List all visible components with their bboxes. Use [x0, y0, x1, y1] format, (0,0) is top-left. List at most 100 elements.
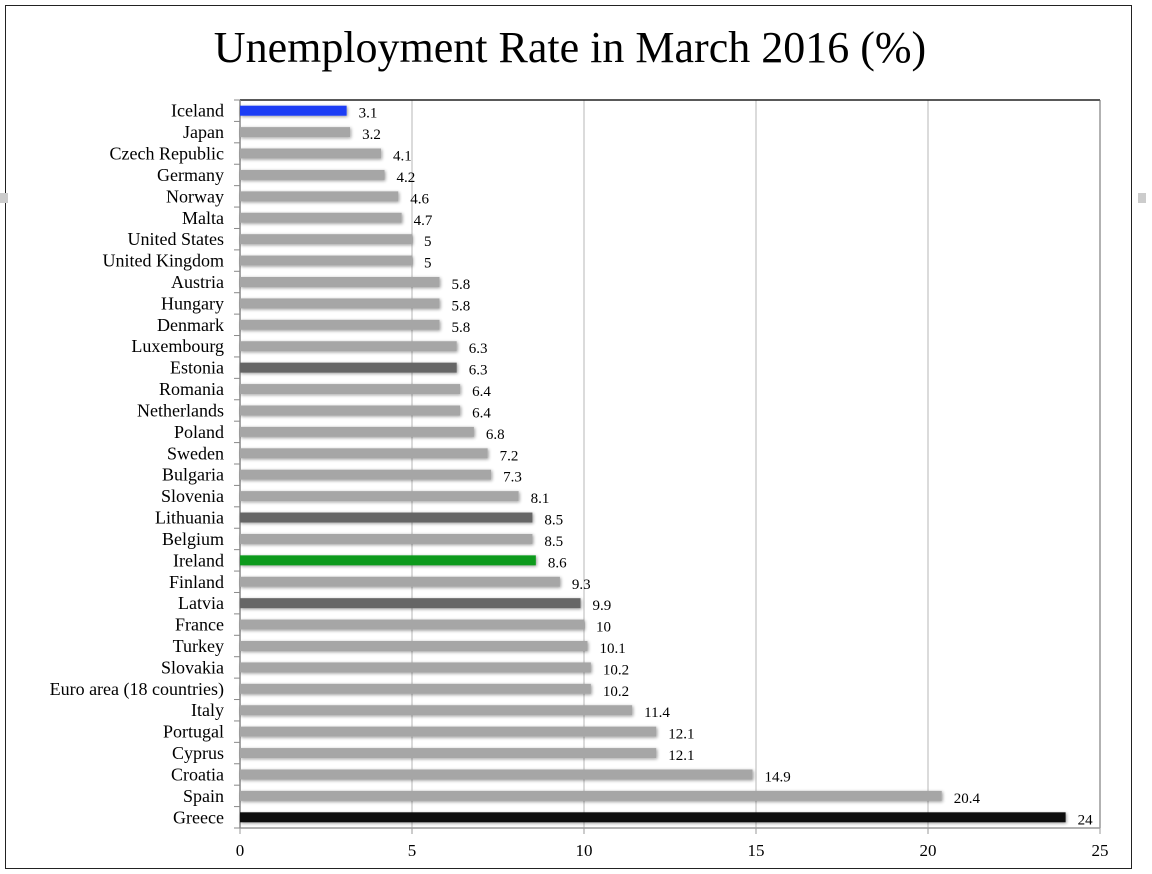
bar-italy — [240, 705, 633, 716]
data-label: 12.1 — [668, 727, 694, 743]
category-label: Netherlands — [137, 400, 224, 420]
data-label: 4.2 — [396, 170, 415, 186]
category-label: Sweden — [167, 443, 224, 463]
category-label: Romania — [159, 379, 224, 399]
bar-luxembourg — [240, 341, 457, 352]
bar-belgium — [240, 533, 533, 544]
data-label: 6.8 — [486, 427, 505, 443]
category-label: Cyprus — [172, 743, 224, 763]
category-label: Ireland — [173, 550, 224, 570]
chart-frame — [5, 5, 1132, 869]
bar-sweden — [240, 448, 488, 459]
x-tick-label: 15 — [748, 841, 765, 860]
category-label: Slovakia — [161, 657, 224, 677]
data-label: 24 — [1078, 812, 1094, 828]
category-label: Greece — [173, 807, 224, 827]
bar-poland — [240, 426, 474, 437]
chart-title: Unemployment Rate in March 2016 (%) — [213, 23, 927, 72]
data-label: 10.1 — [599, 641, 625, 657]
bar-hungary — [240, 298, 440, 309]
data-label: 8.5 — [544, 513, 563, 529]
category-label: Portugal — [163, 722, 224, 742]
data-label: 4.6 — [410, 191, 429, 207]
bar-germany — [240, 169, 385, 180]
data-label: 7.3 — [503, 470, 522, 486]
data-label: 6.3 — [469, 341, 488, 357]
x-tick-label: 20 — [920, 841, 937, 860]
bar-japan — [240, 127, 351, 138]
category-label: Bulgaria — [162, 465, 224, 485]
data-label: 5 — [424, 234, 432, 250]
category-label: Croatia — [171, 764, 224, 784]
x-tick-label: 10 — [576, 841, 593, 860]
data-label: 9.3 — [572, 577, 591, 593]
data-label: 10.2 — [603, 662, 629, 678]
data-label: 3.1 — [359, 106, 378, 122]
bar-estonia — [240, 362, 457, 373]
x-tick-label: 25 — [1092, 841, 1109, 860]
bar-greece — [240, 812, 1066, 823]
bar-united-kingdom — [240, 255, 412, 266]
bar-cyprus — [240, 748, 657, 759]
category-label: Euro area (18 countries) — [50, 679, 224, 700]
bar-norway — [240, 191, 399, 202]
category-label: Slovenia — [161, 486, 224, 506]
data-label: 4.1 — [393, 149, 412, 165]
x-tick-label: 0 — [236, 841, 245, 860]
bar-netherlands — [240, 405, 461, 416]
edge-marker — [1138, 193, 1146, 203]
x-tick-label: 5 — [408, 841, 417, 860]
data-label: 5.8 — [452, 277, 471, 293]
bar-slovakia — [240, 662, 591, 673]
category-label: Norway — [166, 186, 224, 206]
category-label: Poland — [174, 422, 224, 442]
data-label: 5.8 — [452, 320, 471, 336]
bar-croatia — [240, 769, 753, 780]
bar-latvia — [240, 598, 581, 609]
category-label: Luxembourg — [131, 336, 224, 356]
data-label: 7.2 — [500, 448, 519, 464]
data-label: 4.7 — [414, 213, 433, 229]
data-label: 9.9 — [593, 598, 612, 614]
category-label: Iceland — [171, 101, 224, 121]
data-label: 6.3 — [469, 363, 488, 379]
bar-austria — [240, 277, 440, 287]
bar-united-states — [240, 234, 412, 245]
category-label: Hungary — [161, 293, 224, 313]
edge-marker — [0, 193, 8, 203]
bar-malta — [240, 212, 402, 223]
category-label: Estonia — [170, 358, 224, 378]
bar-iceland — [240, 105, 347, 116]
data-label: 6.4 — [472, 405, 491, 421]
bar-turkey — [240, 641, 588, 651]
category-label: United Kingdom — [103, 251, 225, 271]
bar-france — [240, 619, 584, 630]
category-label: Belgium — [162, 529, 224, 549]
category-label: Germany — [157, 165, 224, 185]
data-label: 11.4 — [644, 705, 670, 721]
data-label: 8.5 — [544, 534, 563, 550]
category-label: Denmark — [157, 315, 224, 335]
category-label: United States — [128, 229, 225, 249]
data-label: 20.4 — [954, 791, 981, 807]
category-label: Italy — [191, 700, 224, 720]
category-label: Spain — [183, 786, 224, 806]
category-label: Czech Republic — [110, 144, 224, 164]
bar-romania — [240, 384, 461, 395]
bar-denmark — [240, 319, 440, 330]
category-label: Latvia — [178, 593, 224, 613]
category-label: Malta — [182, 208, 224, 228]
bar-bulgaria — [240, 469, 492, 480]
bar-ireland — [240, 555, 536, 566]
data-label: 10.2 — [603, 684, 629, 700]
bar-portugal — [240, 726, 657, 737]
data-label: 14.9 — [765, 769, 791, 785]
bar-finland — [240, 576, 560, 587]
category-label: France — [175, 615, 224, 635]
data-label: 10 — [596, 620, 611, 636]
category-label: Turkey — [173, 636, 224, 656]
data-label: 3.2 — [362, 127, 381, 143]
data-label: 12.1 — [668, 748, 694, 764]
bar-czech-republic — [240, 148, 382, 159]
